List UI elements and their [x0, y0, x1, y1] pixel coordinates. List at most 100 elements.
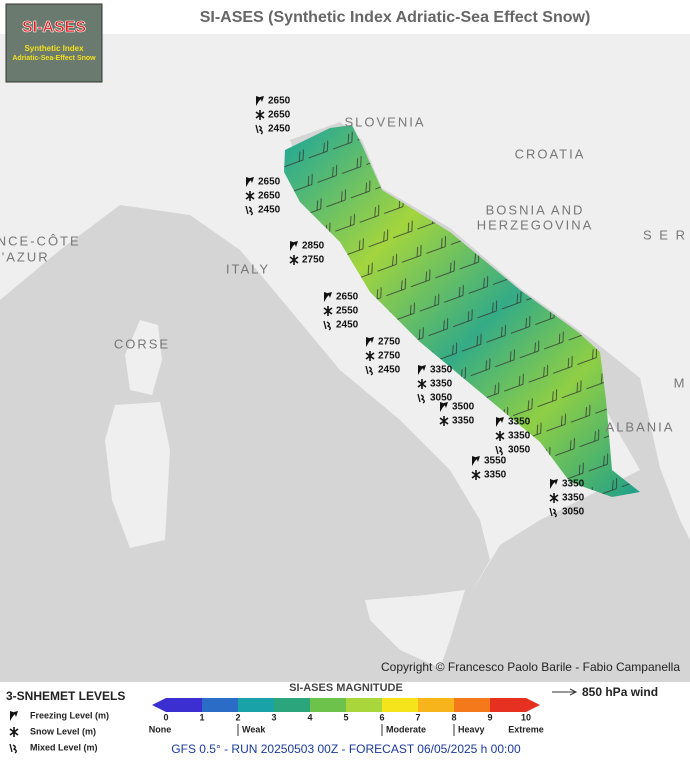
- station-level: 2450: [378, 365, 401, 376]
- colorbar-tick: 3: [271, 712, 276, 722]
- station-level: 3350: [430, 365, 453, 376]
- snow-icon: [323, 306, 333, 316]
- descriptor: None: [149, 724, 172, 734]
- colorbar-segment: [166, 698, 202, 712]
- station-level: 2450: [268, 124, 291, 135]
- snow-icon: [365, 351, 375, 361]
- station-level: 2650: [268, 96, 291, 107]
- station-level: 2650: [268, 110, 291, 121]
- snow-icon: [245, 191, 255, 201]
- freezing-icon: [256, 96, 264, 106]
- colorbar-segment: [454, 698, 490, 712]
- mixed-icon: [417, 393, 425, 404]
- corsica: [125, 320, 162, 395]
- station-level: 3500: [452, 402, 475, 413]
- station-level: 3350: [430, 379, 453, 390]
- station-level: 2750: [378, 337, 401, 348]
- snow-icon: [549, 493, 559, 503]
- wind-label: 850 hPa wind: [582, 685, 658, 699]
- level-label: Mixed Level (m): [30, 742, 98, 752]
- colorbar-tick: 10: [521, 712, 531, 722]
- freezing-icon: [440, 402, 448, 412]
- header: [0, 0, 690, 34]
- logo: [5, 3, 103, 83]
- station-level: 2850: [302, 241, 325, 252]
- country-label: S E R: [643, 227, 687, 242]
- station-level: 3050: [430, 393, 453, 404]
- station-level: 2450: [336, 320, 359, 331]
- station-level: 2650: [258, 191, 281, 202]
- colorbar-tick: 0: [163, 712, 168, 722]
- mixed-icon: [365, 365, 373, 376]
- snow-icon: [471, 470, 481, 480]
- snow-icon: [439, 416, 449, 426]
- title: SI-ASES (Synthetic Index Adriatic-Sea Ef…: [200, 9, 591, 26]
- station-level: 2550: [336, 306, 359, 317]
- country-label: BOSNIA AND: [486, 202, 585, 217]
- logo-text: Synthetic Index: [24, 44, 84, 53]
- station-level: 3550: [484, 456, 507, 467]
- station-level: 2650: [258, 177, 281, 188]
- colorbar-end: [526, 698, 540, 712]
- station-level: 2750: [302, 255, 325, 266]
- descriptor: Weak: [242, 724, 266, 734]
- colorbar-tick: 1: [199, 712, 204, 722]
- snow-icon: [289, 255, 299, 265]
- mixed-icon: [245, 205, 253, 216]
- station-level: 3350: [508, 417, 531, 428]
- country-label: ALBANIA: [606, 419, 675, 434]
- colorbar-tick: 7: [415, 712, 420, 722]
- descriptor: Moderate: [386, 724, 426, 734]
- colorbar-segment: [418, 698, 454, 712]
- freezing-icon: [550, 479, 558, 489]
- colorbar-tick: 2: [235, 712, 240, 722]
- station-level: 3350: [484, 470, 507, 481]
- country-label: SLOVENIA: [344, 114, 425, 129]
- station-level: 3350: [562, 479, 585, 490]
- footer: GFS 0.5° - RUN 20250503 00Z - FORECAST 0…: [171, 742, 521, 756]
- station-level: 2650: [336, 292, 359, 303]
- wind-barbs: [284, 125, 640, 497]
- level-label: Snow Level (m): [30, 726, 96, 736]
- country-label: M: [674, 375, 687, 390]
- mixed-icon: [495, 445, 503, 456]
- station-level: 2450: [258, 205, 281, 216]
- snow-icon: [495, 431, 505, 441]
- freezing-icon: [472, 456, 480, 466]
- mixed-icon: [323, 320, 331, 331]
- freezing-icon: [10, 711, 18, 721]
- colorbar-segment: [382, 698, 418, 712]
- colorbar-segment: [310, 698, 346, 712]
- country-label: OVENCE-CÔTE: [0, 233, 81, 248]
- freezing-icon: [324, 292, 332, 302]
- freezing-icon: [496, 417, 504, 427]
- mixed-icon: [255, 124, 263, 135]
- freezing-icon: [418, 365, 426, 375]
- snow-icon: [255, 110, 265, 120]
- snow-icon: [417, 379, 427, 389]
- station-level: 3350: [452, 416, 475, 427]
- colorbar-end: [152, 698, 166, 712]
- country-label: CROATIA: [515, 146, 586, 161]
- colorbar-segment: [238, 698, 274, 712]
- sea: [0, 122, 690, 682]
- wind-arrow: [552, 688, 578, 696]
- level-label: Freezing Level (m): [30, 710, 109, 720]
- country-label: D'AZUR: [0, 249, 50, 264]
- descriptor: Heavy: [458, 724, 485, 734]
- freezing-icon: [366, 337, 374, 347]
- mixed-icon: [9, 743, 17, 754]
- colorbar-tick: 4: [307, 712, 312, 722]
- logo-text: Adriatic-Sea-Effect Snow: [12, 55, 96, 62]
- legend: [0, 682, 690, 760]
- magnitude-title: SI-ASES MAGNITUDE: [289, 682, 403, 694]
- station-level: 3050: [508, 445, 531, 456]
- colorbar-segment: [490, 698, 526, 712]
- colorbar-tick: 6: [379, 712, 384, 722]
- freezing-icon: [290, 241, 298, 251]
- snow-icon: [9, 727, 19, 737]
- station-level: 3350: [562, 493, 585, 504]
- levels-title: 3-SNHEMET LEVELS: [6, 689, 125, 703]
- colorbar-tick: 9: [487, 712, 492, 722]
